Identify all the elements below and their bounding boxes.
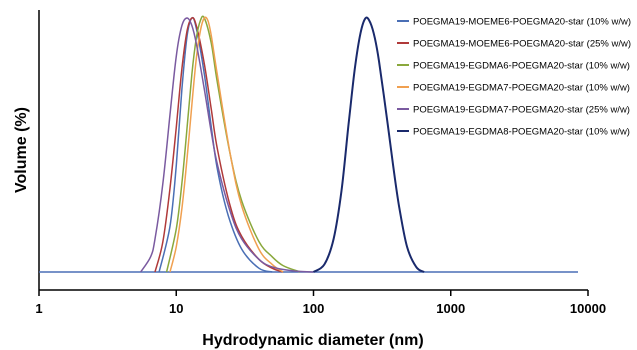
y-axis-title: Volume (%) [13,107,30,193]
series-layer [139,15,425,273]
series-line-3 [165,15,301,273]
legend-label: POEGMA19-EGDMA7-POEGMA20-star (25% w/w) [413,105,630,116]
series-line-6 [312,16,425,273]
legend-label: POEGMA19-EGDMA6-POEGMA20-star (10% w/w) [413,61,630,72]
legend-label: POEGMA19-MOEME6-POEGMA20-star (25% w/w) [413,39,631,50]
x-tick-label: 100 [303,301,325,316]
x-ticks: 1 10 100 1000 10000 [35,290,606,316]
series-line-1 [158,16,273,273]
x-tick-label: 1000 [436,301,465,316]
series-line-5 [139,17,314,273]
series-line-2 [154,17,284,273]
legend-label: POEGMA19-MOEME6-POEGMA20-star (10% w/w) [413,17,631,28]
legend-label: POEGMA19-EGDMA7-POEGMA20-star (10% w/w) [413,83,630,94]
legend: POEGMA19-MOEME6-POEGMA20-star (10% w/w) P… [397,17,631,138]
legend-label: POEGMA19-EGDMA8-POEGMA20-star (10% w/w) [413,127,630,138]
x-tick-label: 1 [35,301,42,316]
x-tick-label: 10 [169,301,183,316]
x-tick-label: 10000 [570,301,606,316]
series-line-4 [169,16,284,273]
x-axis-title: Hydrodynamic diameter (nm) [202,332,423,349]
axes [38,10,588,291]
